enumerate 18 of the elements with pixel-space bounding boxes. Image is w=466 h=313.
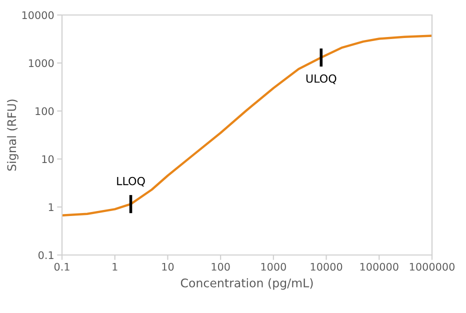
y-tick-label: 0.1 — [38, 251, 54, 260]
y-tick-label: 10000 — [22, 11, 54, 20]
y-tick-label: 1000 — [28, 59, 54, 68]
x-tick-label: 1 — [112, 262, 118, 271]
x-tick-label: 100000 — [360, 262, 398, 271]
x-tick-label: 0.1 — [54, 262, 70, 271]
x-tick-label: 10 — [162, 262, 174, 271]
annotation: LLOQ — [117, 176, 145, 187]
x-axis-title: Concentration (pg/mL) — [180, 278, 313, 290]
x-tick-label: 1000 — [261, 262, 286, 271]
x-tick-label: 1000000 — [410, 262, 455, 271]
y-tick-label: 100 — [36, 107, 54, 116]
y-axis-title: Signal (RFU) — [7, 100, 18, 171]
annotation: ULOQ — [306, 74, 336, 84]
y-tick-label: 1 — [48, 203, 54, 211]
y-tick-label: 10 — [42, 155, 54, 164]
x-tick-label: 10000 — [310, 262, 342, 271]
x-tick-label: 100 — [212, 262, 230, 271]
